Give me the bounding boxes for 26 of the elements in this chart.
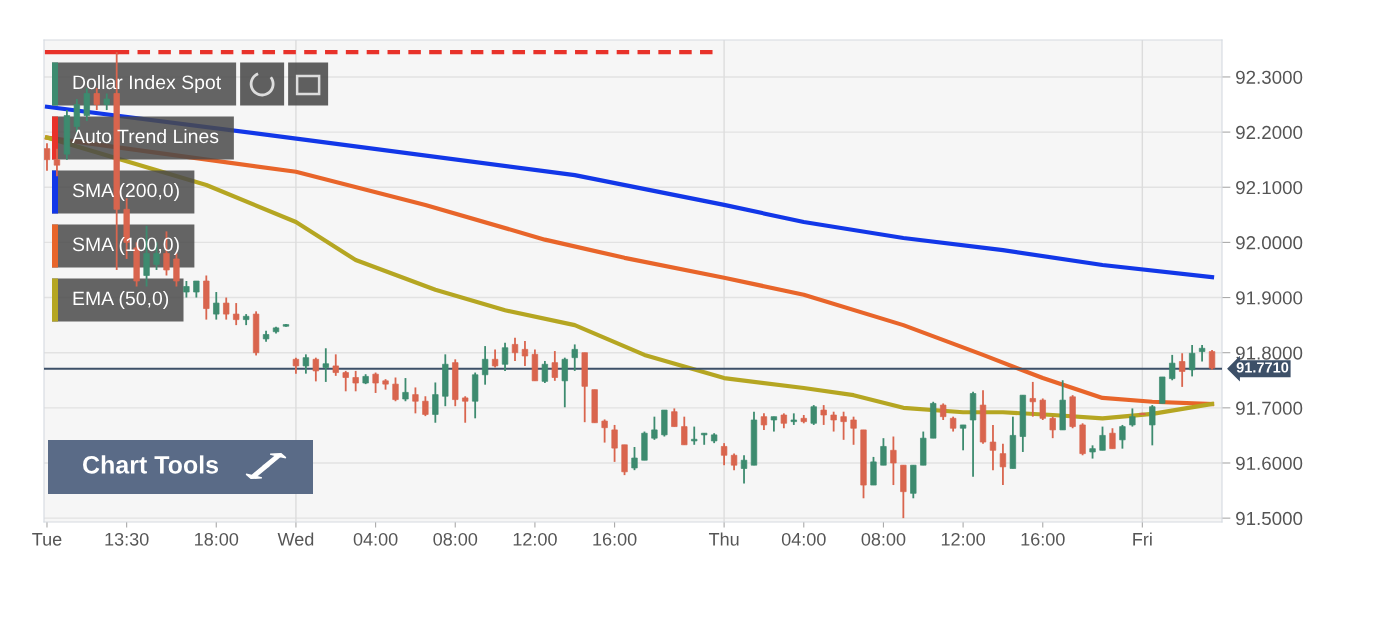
x-tick-label: 08:00 — [861, 532, 906, 546]
x-tick-label: 18:00 — [195, 532, 239, 546]
x-tick-label: 04:00 — [353, 532, 398, 546]
y-tick-label: 91.6000 — [1236, 456, 1303, 470]
legend-label: EMA (50,0) — [73, 290, 169, 310]
y-tick-label: 92.3000 — [1236, 70, 1303, 84]
x-tick-label: 16:00 — [1021, 532, 1065, 546]
x-tick-label: Thu — [708, 532, 739, 546]
x-tick-label: 12:00 — [941, 532, 985, 546]
x-tick-label: 16:00 — [593, 532, 637, 546]
y-tick-label: 92.2000 — [1236, 125, 1303, 140]
x-tick-label: Wed — [277, 532, 314, 546]
y-tick-label: 92.0000 — [1236, 236, 1303, 250]
x-tick-label: 13:30 — [105, 532, 149, 546]
y-tick-label: 92.1000 — [1236, 180, 1303, 195]
y-tick-label: 91.7000 — [1236, 401, 1303, 415]
annotation: Chart Tools — [83, 455, 219, 474]
x-tick-label: Tue — [32, 533, 62, 546]
y-tick-label: 91.5000 — [1236, 511, 1303, 526]
x-tick-label: 04:00 — [781, 532, 826, 546]
y-tick-label: 91.9000 — [1236, 291, 1303, 305]
x-tick-label: 08:00 — [433, 532, 478, 546]
ref-line-label: 91.7710 — [1236, 362, 1289, 373]
x-tick-label: Fri — [1133, 532, 1152, 546]
y-tick-label: 91.8000 — [1236, 346, 1303, 360]
x-tick-label: 12:00 — [513, 532, 557, 546]
